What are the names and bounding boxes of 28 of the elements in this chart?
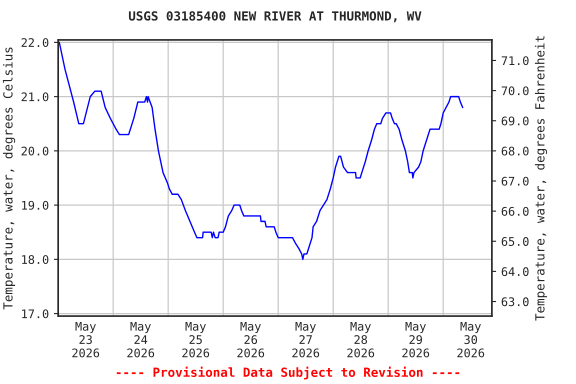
x-tick-label: May 30 2026 <box>457 322 484 358</box>
x-tick-label: May 29 2026 <box>402 322 430 358</box>
text: ---- Provisional Data Subject to Revision ---- <box>116 366 460 380</box>
y-tick-label: 17.0 <box>22 309 48 318</box>
y-axis-title: Temperature, water, degrees Celsius <box>2 48 16 310</box>
x-tick-label: May 23 2026 <box>72 322 100 358</box>
y-tick-label: 22.0 <box>22 38 48 48</box>
line-series <box>58 42 464 260</box>
y2-tick-label: 70.0 <box>502 86 529 96</box>
y-tick-label: 20.0 <box>22 146 48 156</box>
x-tick-label: May 27 2026 <box>292 322 320 358</box>
x-tick-label: May 24 2026 <box>127 322 154 358</box>
x-tick-label: May 25 2026 <box>182 322 210 358</box>
y2-tick-label: 66.0 <box>502 206 529 216</box>
y2-axis-title: Temperature, water, degrees Fahrenheit <box>534 36 548 321</box>
y2-tick-label: 63.0 <box>502 297 529 306</box>
x-tick-label: May 28 2026 <box>347 322 374 358</box>
y2-tick-label: 64.0 <box>502 267 529 276</box>
y2-tick-label: 68.0 <box>502 146 529 156</box>
y2-tick-label: 65.0 <box>502 237 529 246</box>
y-tick-label: 21.0 <box>22 92 48 102</box>
y-tick-label: 19.0 <box>22 200 48 210</box>
x-tick-label: May 26 2026 <box>237 322 264 358</box>
y2-tick-label: 71.0 <box>502 56 529 66</box>
chart-title: USGS 03185400 NEW RIVER AT THURMOND, WV <box>128 11 422 22</box>
y-tick-label: 18.0 <box>22 255 48 264</box>
y2-tick-label: 67.0 <box>502 176 529 186</box>
y2-tick-label: 69.0 <box>502 116 529 126</box>
